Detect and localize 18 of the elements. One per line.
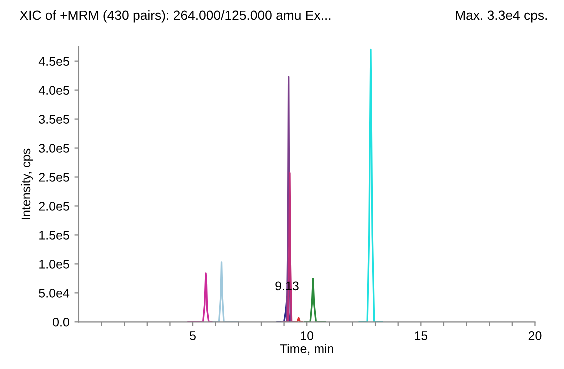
x-tick-label: 20 (528, 331, 542, 340)
y-tick-label: 2.5e5 (39, 173, 70, 182)
text: Max. 3.3e4 cps. (456, 10, 548, 23)
x-tick-label: 15 (415, 332, 428, 340)
x-tick-label: 10 (301, 331, 314, 340)
y-tick-label: 1.0e5 (40, 260, 70, 269)
chart-title: XIC of +MRM (430 pairs): 264.000/125.000 amu Ex... (20, 10, 331, 23)
y-tick-label: 4.5e5 (38, 57, 70, 66)
x-axis-title: Time, min (280, 344, 334, 355)
y-tick-label: 3.0e5 (39, 144, 70, 153)
x-tick-label: 5 (190, 332, 196, 340)
y-tick-label: 3.5e5 (39, 115, 70, 124)
y-tick-label: 2.0e5 (39, 202, 70, 211)
y-tick-label: 1.5e5 (40, 231, 70, 240)
y-tick-label: 4.0e5 (38, 86, 70, 95)
y-tick-label: 5.0e4 (39, 288, 70, 298)
y-tick-label: 0.0 (53, 318, 70, 327)
y-axis-title: Intensity, cps (21, 148, 34, 220)
